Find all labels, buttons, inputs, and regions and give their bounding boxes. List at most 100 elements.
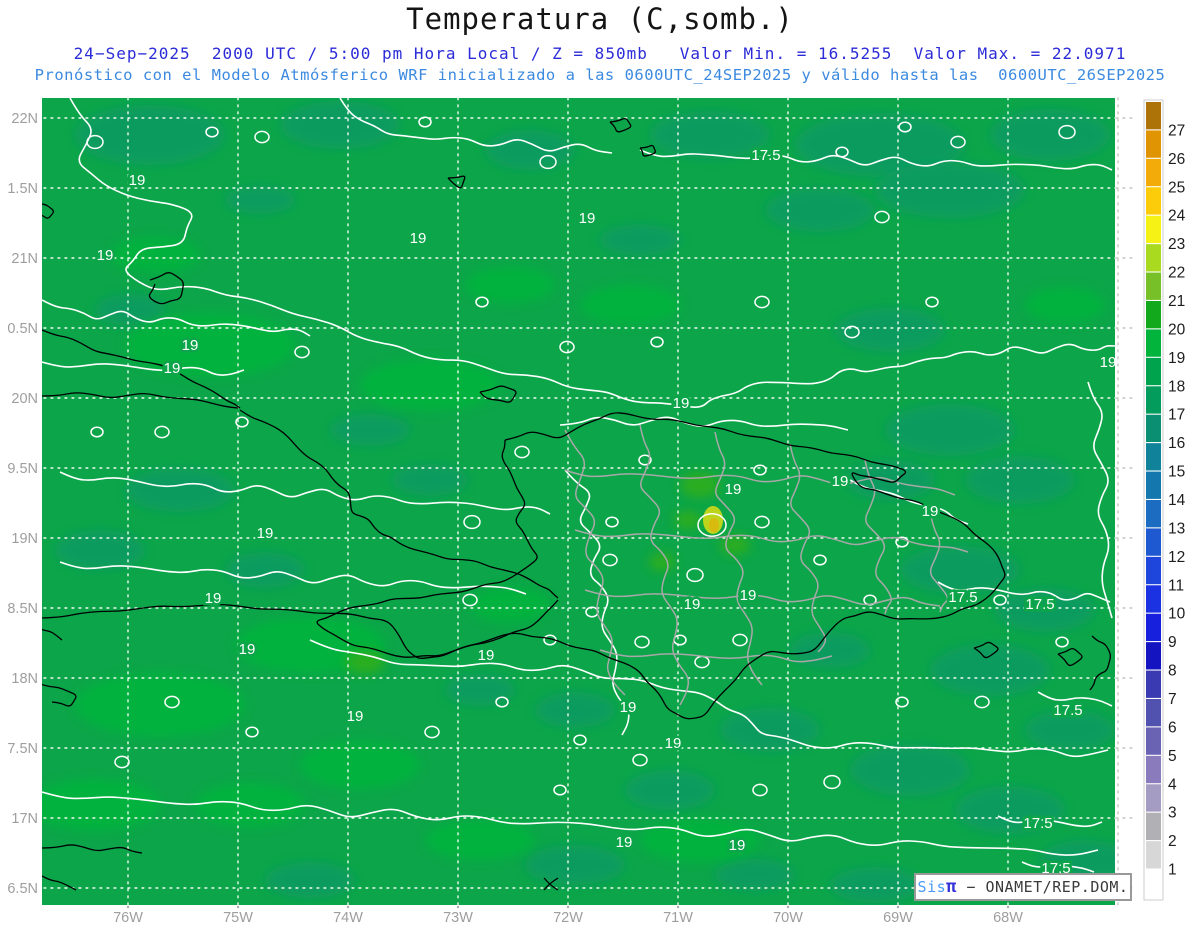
temp-patch-cool xyxy=(55,530,145,570)
credit-box: Sis π − ONAMET/REP.DOM. xyxy=(914,873,1132,901)
colorbar-label: 15 xyxy=(1168,464,1185,481)
contour-ring xyxy=(245,726,259,738)
temp-patch-cool xyxy=(765,188,875,232)
colorbar-label: 3 xyxy=(1168,805,1177,822)
contour-label: 19 xyxy=(729,837,746,854)
lat-tick-label: 1.5N xyxy=(7,181,38,197)
colorbar-label: 26 xyxy=(1168,151,1185,168)
lat-tick-label: 17N xyxy=(11,811,38,827)
coastline xyxy=(447,175,466,189)
temp-patch-cool xyxy=(125,468,235,512)
colorbar-segment xyxy=(1146,443,1161,471)
province-border xyxy=(864,459,892,615)
colorbar-segment xyxy=(1146,670,1161,698)
coastline xyxy=(42,875,77,891)
temp-patch-cool xyxy=(330,414,410,446)
temp-patch-cool xyxy=(95,294,165,326)
contour-label: 19 xyxy=(673,395,690,412)
colorbar-label: 20 xyxy=(1168,321,1186,338)
temp-patch-warm xyxy=(580,285,680,325)
coastline xyxy=(1057,647,1083,667)
colorbar-segment xyxy=(1146,386,1161,414)
contour-ring xyxy=(732,633,748,647)
colorbar-segment xyxy=(1146,812,1161,841)
temp-patch-cool xyxy=(830,867,920,903)
contour-ring xyxy=(86,134,104,150)
contour-label: 19 xyxy=(129,172,146,189)
page-title: Temperatura (C,somb.) xyxy=(406,2,794,36)
contour-ring xyxy=(835,146,849,158)
contour-17-5 xyxy=(1021,861,1095,873)
contour-17-5 xyxy=(997,815,1103,828)
temp-patch-cool xyxy=(535,692,615,728)
subtitle-model-info: Pronóstico con el Modelo Atmósferico WRF… xyxy=(34,66,1166,84)
temp-patch-cool xyxy=(965,456,1075,504)
contour-ring xyxy=(462,593,478,607)
lon-tick-label: 68W xyxy=(993,910,1023,926)
temp-patch-cool xyxy=(1025,710,1115,750)
contour-ring xyxy=(164,695,180,709)
province-border xyxy=(564,429,626,696)
colorbar-segment xyxy=(1146,158,1161,187)
colorbar-segment xyxy=(1146,301,1161,329)
colorbar-segment xyxy=(1146,471,1161,499)
temp-patch-cool xyxy=(600,224,680,256)
contour-ring xyxy=(950,135,966,149)
colorbar-label: 4 xyxy=(1168,776,1177,793)
contour-ring xyxy=(254,130,270,144)
temp-patch-warm xyxy=(125,313,295,377)
contour-ring xyxy=(752,783,768,797)
contour-19 xyxy=(564,469,630,736)
temp-patch-warm xyxy=(42,779,160,831)
contour-ring xyxy=(823,774,841,790)
colorbar-segment xyxy=(1146,585,1161,613)
temp-patch-cool xyxy=(875,162,1025,218)
coastline xyxy=(42,329,241,409)
colorbar-label: 22 xyxy=(1168,265,1185,282)
coastline xyxy=(973,641,999,659)
lat-tick-label: 19N xyxy=(11,531,38,547)
colorbar-label: 25 xyxy=(1168,179,1185,196)
temp-patch-warmer xyxy=(674,511,702,529)
temp-patch-cool xyxy=(225,552,305,588)
colorbar-label: 23 xyxy=(1168,236,1185,253)
colorbar-segment xyxy=(1146,357,1161,386)
temp-patch-cool xyxy=(225,186,295,214)
contour-ring xyxy=(294,345,310,359)
lat-tick-label: 18N xyxy=(11,671,38,687)
lon-tick-label: 74W xyxy=(333,910,363,926)
colorbar-segment xyxy=(1146,841,1161,869)
contour-ring xyxy=(418,116,432,128)
contour-ring xyxy=(154,425,170,439)
lat-tick-label: 9.5N xyxy=(7,461,38,477)
lat-tick-label: 7.5N xyxy=(7,741,38,757)
contour-19 xyxy=(42,361,245,376)
colorbar-segment xyxy=(1146,130,1161,158)
colorbar-segment xyxy=(1146,272,1161,300)
lon-tick-label: 72W xyxy=(553,910,583,926)
colorbar-label: 21 xyxy=(1168,293,1185,310)
province-border xyxy=(714,431,763,686)
contour-ring xyxy=(874,210,890,224)
contour-ring xyxy=(813,554,827,566)
contour-19 xyxy=(69,98,723,408)
lon-tick-label: 76W xyxy=(113,910,143,926)
lon-tick-label: 70W xyxy=(773,910,803,926)
lat-tick-label: 6.5N xyxy=(7,881,38,897)
temp-patch-warm xyxy=(470,587,550,623)
temp-patch-warm xyxy=(465,267,555,303)
contour-ring xyxy=(553,784,567,796)
coastline xyxy=(42,203,55,219)
coastline xyxy=(316,412,1006,720)
contour-ring xyxy=(573,734,587,746)
contour-label: 17.5 xyxy=(1025,596,1054,613)
colorbar-label: 6 xyxy=(1168,719,1177,736)
contour-ring xyxy=(895,536,909,548)
colorbar-label: 11 xyxy=(1168,577,1184,594)
temp-patch-cool xyxy=(392,464,468,496)
contour-ring xyxy=(424,725,440,739)
lon-tick-label: 75W xyxy=(223,910,253,926)
contour-19 xyxy=(309,639,1109,758)
credit-onamet: − ONAMET/REP.DOM. xyxy=(956,878,1129,896)
contour-label: 19 xyxy=(478,647,495,664)
